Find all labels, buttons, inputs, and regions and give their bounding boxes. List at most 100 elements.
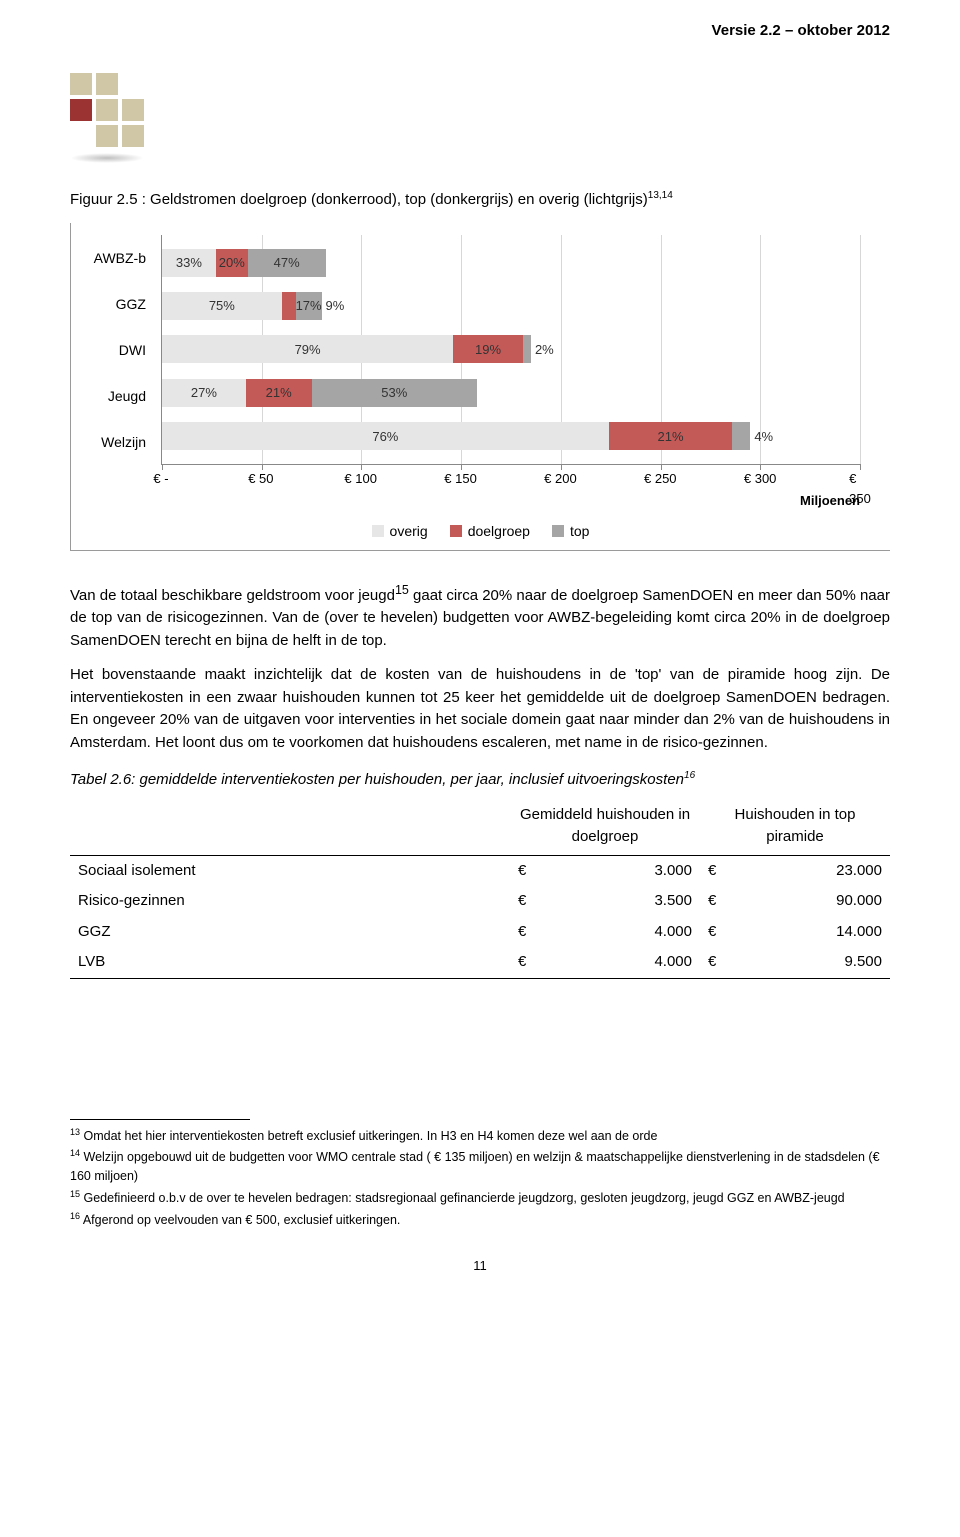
bar-segment-top: 47%	[248, 249, 326, 277]
row-c2: 90.000	[720, 886, 890, 917]
xtick: € 300	[744, 469, 777, 489]
bar-pct-label: 19%	[475, 340, 501, 360]
bar-segment-overig: 33%	[162, 249, 216, 277]
row-c2: 14.000	[720, 917, 890, 948]
row-label: LVB	[70, 947, 510, 978]
table-body: Sociaal isolement€3.000€23.000Risico-gez…	[70, 855, 890, 978]
fn15-text: Gedefinieerd o.b.v de over te hevelen be…	[84, 1191, 845, 1205]
legend-item-top: top	[552, 521, 589, 542]
footnote-13: 13 Omdat het hier interventiekosten betr…	[70, 1126, 890, 1146]
ylabel: DWI	[71, 340, 156, 361]
cur-sym: €	[700, 855, 720, 886]
bar-pct-label: 17%	[296, 296, 322, 316]
ylabel: AWBZ-b	[71, 248, 156, 269]
legend: overig doelgroep top	[71, 511, 890, 550]
ylabel: Welzijn	[71, 432, 156, 453]
legend-label: top	[570, 521, 589, 542]
legend-swatch	[552, 525, 564, 537]
bar-pct-label-outside: 9%	[326, 296, 345, 316]
th-col1: Gemiddeld huishouden in doelgroep	[510, 798, 700, 856]
x-unit-label: Miljoenen	[71, 491, 860, 511]
row-c1: 4.000	[530, 917, 700, 948]
bar-segment-overig: 76%	[162, 422, 609, 450]
xtick: € 150	[444, 469, 477, 489]
table-header-row: Gemiddeld huishouden in doelgroep Huisho…	[70, 798, 890, 856]
ylabel: GGZ	[71, 294, 156, 315]
bar-pct-label: 20%	[219, 253, 245, 273]
legend-label: doelgroep	[468, 521, 530, 542]
p1-sup: 15	[395, 583, 409, 597]
table-row: Sociaal isolement€3.000€23.000	[70, 855, 890, 886]
xtick: € 50	[248, 469, 273, 489]
table-row: Risico-gezinnen€3.500€90.000	[70, 886, 890, 917]
logo	[70, 73, 890, 147]
bar-pct-label: 53%	[381, 383, 407, 403]
p1-a: Van de totaal beschikbare geldstroom voo…	[70, 587, 395, 604]
th-col2: Huishouden in top piramide	[700, 798, 890, 856]
cur-sym: €	[510, 917, 530, 948]
bar-pct-label: 27%	[191, 383, 217, 403]
legend-swatch	[450, 525, 462, 537]
fn16-text: Afgerond op veelvouden van € 500, exclus…	[83, 1213, 401, 1227]
bar-segment-top: 53%	[312, 379, 478, 407]
bar-segment-overig: 27%	[162, 379, 246, 407]
bar-row: 76% 21% 4%	[162, 422, 860, 450]
cost-table: Gemiddeld huishouden in doelgroep Huisho…	[70, 798, 890, 979]
cur-sym: €	[510, 855, 530, 886]
footnote-rule	[70, 1119, 250, 1120]
figure-title-text: Figuur 2.5 : Geldstromen doelgroep (donk…	[70, 191, 648, 208]
bar-segment-doel: 21%	[609, 422, 733, 450]
bar-row: 27% 21% 53%	[162, 379, 860, 407]
table-title-sup: 16	[684, 770, 695, 781]
logo-shadow	[70, 153, 144, 163]
x-axis: € -€ 50€ 100€ 150€ 200€ 250€ 300€ 350	[161, 469, 860, 489]
figure-title: Figuur 2.5 : Geldstromen doelgroep (donk…	[70, 188, 890, 212]
bar-segment-top	[523, 335, 531, 363]
bar-pct-label: 75%	[209, 296, 235, 316]
bar-segment-top	[732, 422, 750, 450]
bar-row: 75% 17%9%	[162, 292, 860, 320]
xtick: € -	[153, 469, 168, 489]
bar-segment-doel: 20%	[216, 249, 248, 277]
row-label: Sociaal isolement	[70, 855, 510, 886]
row-c1: 3.000	[530, 855, 700, 886]
cur-sym: €	[700, 917, 720, 948]
bar-pct-label: 21%	[658, 427, 684, 447]
bar-pct-label: 33%	[176, 253, 202, 273]
fn13-text: Omdat het hier interventiekosten betreft…	[84, 1129, 658, 1143]
page-number: 11	[70, 1256, 890, 1276]
bar-segment-doel: 19%	[453, 335, 523, 363]
xtick: € 200	[544, 469, 577, 489]
bars: 33%20%47%75%17%9%79%19%2%27%21%53%76%21%…	[162, 235, 860, 464]
cur-sym: €	[510, 947, 530, 978]
chart-container: AWBZ-bGGZDWIJeugdWelzijn 33%20%47%75%17%…	[70, 223, 890, 551]
bar-pct-label-outside: 4%	[754, 427, 773, 447]
bar-pct-label: 76%	[372, 427, 398, 447]
legend-item-doelgroep: doelgroep	[450, 521, 530, 542]
xtick: € 100	[344, 469, 377, 489]
plot-area: 33%20%47%75%17%9%79%19%2%27%21%53%76%21%…	[161, 235, 860, 465]
table-row: LVB€4.000€9.500	[70, 947, 890, 978]
legend-label: overig	[390, 521, 428, 542]
th-blank	[70, 798, 510, 856]
fn14-text: Welzijn opgebouwd uit de budgetten voor …	[70, 1151, 880, 1184]
bar-segment-top: 17%	[296, 292, 322, 320]
figure-title-sup: 13,14	[648, 190, 673, 201]
row-c2: 23.000	[720, 855, 890, 886]
table-title-text: Tabel 2.6: gemiddelde interventiekosten …	[70, 771, 684, 788]
footnote-14: 14 Welzijn opgebouwd uit de budgetten vo…	[70, 1147, 890, 1186]
footnote-15: 15 Gedefinieerd o.b.v de over te hevelen…	[70, 1188, 890, 1208]
bar-segment-overig: 75%	[162, 292, 282, 320]
legend-item-overig: overig	[372, 521, 428, 542]
version-header: Versie 2.2 – oktober 2012	[70, 20, 890, 43]
y-axis-labels: AWBZ-bGGZDWIJeugdWelzijn	[71, 235, 156, 465]
paragraph-1: Van de totaal beschikbare geldstroom voo…	[70, 581, 890, 653]
table-row: GGZ€4.000€14.000	[70, 917, 890, 948]
cur-sym: €	[700, 886, 720, 917]
legend-swatch	[372, 525, 384, 537]
table-title: Tabel 2.6: gemiddelde interventiekosten …	[70, 768, 890, 792]
bar-pct-label: 79%	[295, 340, 321, 360]
bar-pct-label: 21%	[266, 383, 292, 403]
row-label: GGZ	[70, 917, 510, 948]
paragraph-2: Het bovenstaande maakt inzichtelijk dat …	[70, 664, 890, 754]
